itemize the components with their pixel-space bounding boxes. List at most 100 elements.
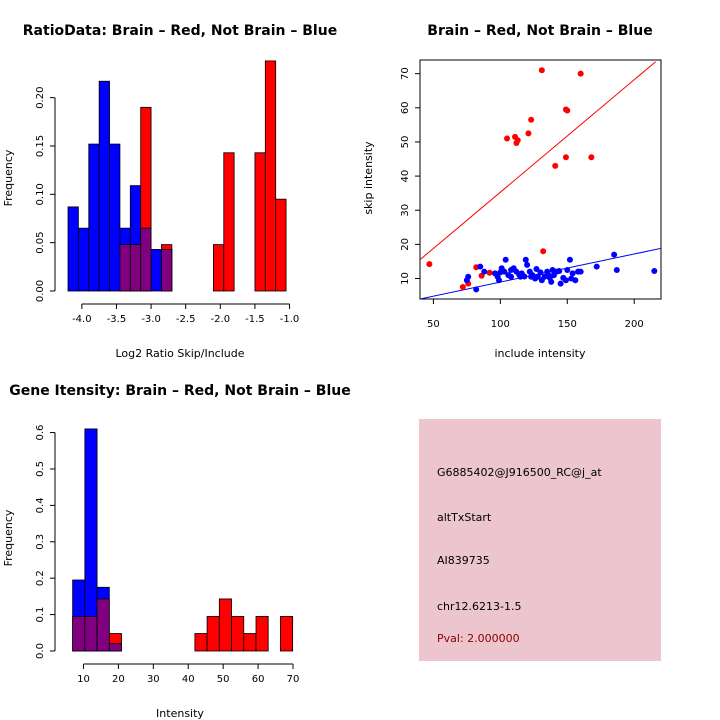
bar-brain-9 xyxy=(255,616,269,652)
scatter-point-brain xyxy=(577,70,584,77)
bar-brain-5 xyxy=(206,616,220,652)
y-tick-label: 0.15 xyxy=(35,135,46,157)
x-tick-label: 60 xyxy=(252,674,265,685)
gene-intensity-histogram-title: Gene Itensity: Brain – Red, Not Brain – … xyxy=(9,383,351,399)
ratio-histogram-axes: -4.0 -3.5 -3.0 -2.5 -2.0 -1.5 -1.0 0.00 0.05 0.10… xyxy=(35,87,299,325)
scatter-point-not-brain xyxy=(481,268,488,275)
bar-brain-8 xyxy=(243,633,257,652)
scatter-point-not-brain xyxy=(548,278,555,285)
x-tick-label: -1.5 xyxy=(245,314,265,325)
x-tick-label: 40 xyxy=(182,674,195,685)
gene-intensity-histogram-ylabel: Frequency xyxy=(2,509,15,566)
scatter-point-not-brain xyxy=(593,263,600,270)
scatter-point-brain xyxy=(588,154,595,161)
scatter-point-not-brain xyxy=(522,256,529,263)
bar-not-brain-4 xyxy=(109,143,121,292)
scatter-point-brain xyxy=(459,284,466,291)
scatter-point-brain xyxy=(564,107,571,114)
y-tick-label: 0.3 xyxy=(35,534,46,550)
intensity-scatter-title: Brain – Red, Not Brain – Blue xyxy=(427,23,652,39)
scatter-point-not-brain xyxy=(473,286,480,293)
bar-brain-7 xyxy=(231,616,245,652)
y-tick-label: 40 xyxy=(400,170,411,183)
x-tick-label: 150 xyxy=(558,319,577,330)
scatter-point-not-brain xyxy=(556,268,563,275)
scatter-point-not-brain xyxy=(651,268,658,275)
gene-intensity-histogram-xlabel: Intensity xyxy=(156,707,204,720)
y-tick-label: 0.4 xyxy=(35,497,46,513)
scatter-point-brain xyxy=(552,162,559,169)
y-tick-label: 0.2 xyxy=(35,570,46,586)
y-tick-label: 0.10 xyxy=(35,183,46,205)
location-text: chr12.6213-1.5 xyxy=(437,600,522,613)
scatter-point-not-brain xyxy=(613,266,620,273)
scatter-point-brain xyxy=(514,137,521,144)
x-tick-label: 200 xyxy=(625,319,644,330)
scatter-point-not-brain xyxy=(537,269,544,276)
y-tick-label: 20 xyxy=(400,238,411,251)
x-tick-label: 50 xyxy=(217,674,230,685)
bar-brain-4 xyxy=(194,633,208,652)
x-tick-label: 20 xyxy=(112,674,125,685)
bar-not-brain-0 xyxy=(67,206,79,292)
bar-brain-8 xyxy=(275,198,287,292)
bar-overlap-0 xyxy=(119,244,131,292)
scatter-point-not-brain xyxy=(495,277,502,284)
scatter-point-not-brain xyxy=(533,265,540,272)
pval-text: Pval: 2.000000 xyxy=(437,632,520,645)
scatter-point-brain xyxy=(486,269,493,276)
bar-overlap-1 xyxy=(84,616,98,652)
ratio-histogram-title: RatioData: Brain – Red, Not Brain – Blue xyxy=(23,23,337,39)
scatter-point-not-brain xyxy=(477,263,484,270)
bar-brain-10 xyxy=(280,616,294,652)
bar-brain-5 xyxy=(223,152,235,292)
x-tick-label: -2.5 xyxy=(176,314,196,325)
y-tick-label: 50 xyxy=(400,136,411,149)
x-tick-label: 10 xyxy=(77,674,90,685)
x-tick-label: 100 xyxy=(491,319,510,330)
accession-text: AI839735 xyxy=(437,554,490,567)
scatter-point-not-brain xyxy=(572,277,579,284)
scatter-plot-box xyxy=(419,59,662,300)
scatter-point-brain xyxy=(540,248,547,255)
ratio-histogram: RatioData: Brain – Red, Not Brain – Blue… xyxy=(2,23,337,360)
bar-overlap-3 xyxy=(161,249,173,292)
ratio-histogram-ylabel: Frequency xyxy=(2,149,15,206)
bar-overlap-3 xyxy=(108,643,122,652)
scatter-point-not-brain xyxy=(557,280,564,287)
bar-brain-4 xyxy=(212,244,225,292)
y-tick-label: 30 xyxy=(400,204,411,217)
x-tick-label: -4.0 xyxy=(72,314,92,325)
gene-intensity-histogram: Gene Itensity: Brain – Red, Not Brain – … xyxy=(2,383,351,720)
ratio-histogram-bars xyxy=(67,60,287,292)
x-tick-label: -3.5 xyxy=(107,314,127,325)
y-tick-label: 0.0 xyxy=(35,643,46,659)
fit-line-brain xyxy=(420,61,656,261)
y-tick-label: 70 xyxy=(400,67,411,80)
y-tick-label: 10 xyxy=(400,272,411,285)
bar-overlap-0 xyxy=(72,616,86,652)
x-tick-label: -1.0 xyxy=(280,314,300,325)
bar-not-brain-8 xyxy=(150,249,162,292)
scatter-point-not-brain xyxy=(569,270,576,277)
scatter-point-not-brain xyxy=(521,273,528,280)
scatter-point-brain xyxy=(426,261,433,268)
scatter-fit-lines xyxy=(420,61,661,299)
scatter-point-not-brain xyxy=(611,251,618,258)
probe-id-text: G6885402@J916500_RC@j_at xyxy=(437,466,602,479)
bar-not-brain-1 xyxy=(77,227,90,292)
bar-overlap-2 xyxy=(140,227,152,292)
bar-not-brain-3 xyxy=(98,80,110,292)
bar-overlap-1 xyxy=(129,244,142,292)
gene-intensity-histogram-axes: 10 20 30 40 50 60 70 0.0 0.1 0.2 0.3 0.4 0.5 0.6 xyxy=(35,425,299,685)
x-tick-label: -3.0 xyxy=(141,314,161,325)
y-tick-label: 60 xyxy=(400,101,411,114)
gene-intensity-histogram-bars xyxy=(72,428,294,652)
scatter-point-not-brain xyxy=(577,268,584,275)
intensity-scatter-ylabel: skip intensity xyxy=(362,141,375,215)
scatter-point-not-brain xyxy=(562,277,569,284)
intensity-scatter: Brain – Red, Not Brain – Blue 50 100 150 20… xyxy=(362,23,662,360)
intensity-scatter-xlabel: include intensity xyxy=(494,347,586,360)
intensity-scatter-axes: 50 100 150 200 10 20 30 40 50 60 70 xyxy=(400,67,644,330)
